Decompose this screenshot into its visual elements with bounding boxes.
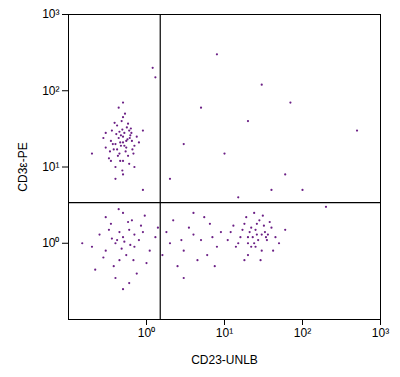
svg-text:10⁰: 10⁰ [138, 326, 155, 340]
svg-text:10¹: 10¹ [42, 160, 59, 174]
svg-text:10³: 10³ [42, 7, 59, 21]
svg-text:10¹: 10¹ [216, 326, 233, 340]
svg-text:10³: 10³ [372, 326, 389, 340]
svg-text:10²: 10² [42, 84, 59, 98]
svg-text:CD3ε-PE: CD3ε-PE [16, 142, 30, 191]
svg-text:CD23-UNLB: CD23-UNLB [191, 353, 258, 367]
svg-text:10⁰: 10⁰ [42, 236, 59, 250]
svg-text:10²: 10² [294, 326, 311, 340]
